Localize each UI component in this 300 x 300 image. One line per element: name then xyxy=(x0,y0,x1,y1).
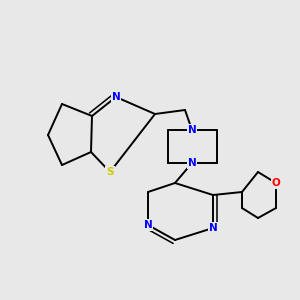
Text: N: N xyxy=(188,158,196,168)
Text: N: N xyxy=(144,220,152,230)
Text: S: S xyxy=(106,167,114,177)
Text: N: N xyxy=(188,125,196,135)
Text: N: N xyxy=(208,223,217,233)
Text: N: N xyxy=(112,92,120,102)
Text: O: O xyxy=(272,178,280,188)
